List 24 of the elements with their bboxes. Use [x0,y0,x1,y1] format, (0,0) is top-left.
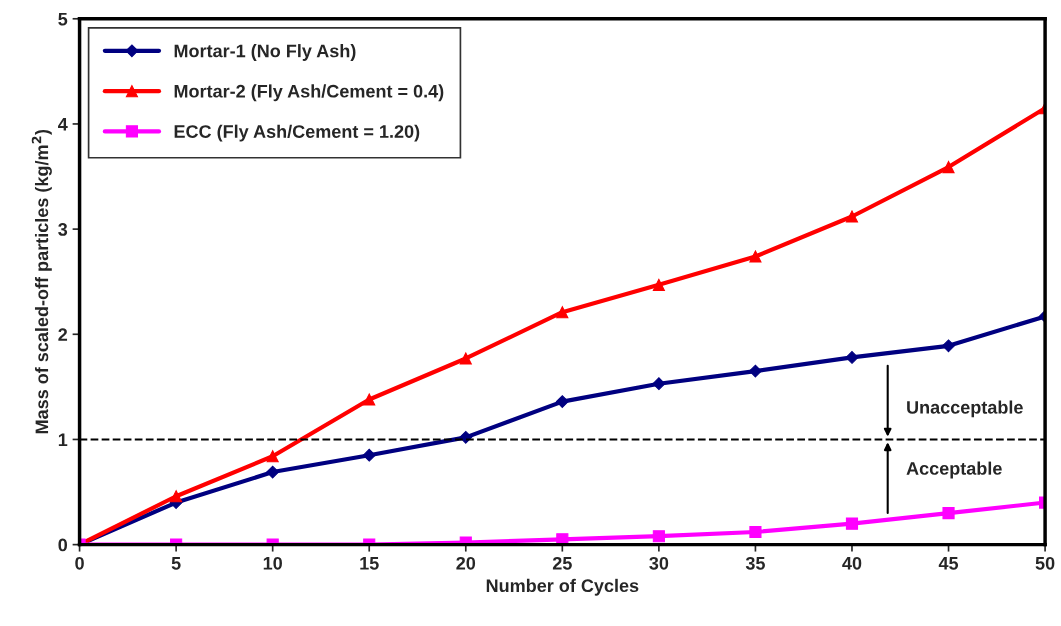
legend-label: Mortar-2 (Fly Ash/Cement = 0.4) [174,84,444,102]
x-tick-label: 5 [171,557,181,570]
y-axis-title: Mass of scaled-off particles (kg/m$^{2}$) [31,129,52,434]
x-tick-label: 25 [552,556,572,570]
x-tick-label: 30 [649,556,669,570]
legend-label: Mortar-1 (No Fly Ash) [174,44,356,61]
y-tick-label: 5 [58,12,68,26]
x-tick-label: 40 [842,556,862,570]
annotation: Unacceptable [907,400,1023,418]
x-tick-label: 10 [263,556,282,570]
y-tick-label: 2 [58,328,68,341]
y-tick-label: 0 [58,538,68,552]
x-axis-title: Number of Cycles [486,578,639,596]
y-tick-label: 1 [58,433,68,446]
x-tick-label: 50 [1035,556,1055,570]
annotation: Acceptable [906,461,1002,479]
legend-label: ECC (Fly Ash/Cement = 1.20) [174,124,420,142]
x-tick-label: 20 [456,556,476,570]
x-tick-label: 0 [75,556,84,570]
y-tick-label: 3 [58,223,68,236]
x-tick-label: 15 [360,557,379,570]
x-tick-label: 35 [745,556,765,570]
x-tick-label: 45 [938,557,959,570]
y-tick-label: 4 [58,118,68,131]
